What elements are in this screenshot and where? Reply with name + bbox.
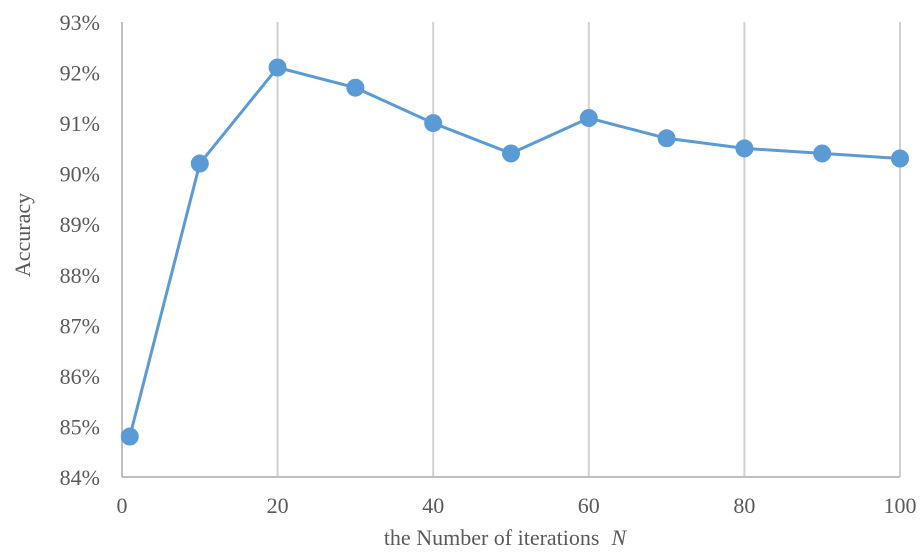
data-point	[346, 78, 365, 97]
data-point	[120, 427, 139, 446]
y-tick-label: 87%	[60, 313, 100, 338]
x-tick-label: 40	[422, 493, 444, 518]
y-tick-label: 91%	[60, 111, 100, 136]
series-line	[128, 66, 902, 439]
x-tick-labels: 0 20 40 60 80 100	[117, 493, 917, 518]
y-tick-label: 85%	[60, 414, 100, 439]
x-axis-title-variable: N	[610, 525, 627, 550]
data-point	[579, 109, 598, 128]
gridlines	[276, 22, 901, 477]
x-tick-label: 60	[578, 493, 600, 518]
data-point	[502, 144, 520, 163]
x-tick-label: 20	[267, 493, 289, 518]
data-point	[657, 129, 676, 148]
y-tick-label: 84%	[60, 465, 100, 490]
data-point	[891, 149, 909, 168]
x-tick-label: 100	[884, 493, 917, 518]
x-axis-title: the Number of iterations N	[384, 525, 628, 550]
data-point	[424, 114, 443, 133]
x-axis-title-text: the Number of iterations	[384, 525, 600, 550]
data-point	[268, 58, 287, 77]
y-axis-title: Accuracy	[10, 193, 35, 277]
y-tick-label: 89%	[60, 212, 100, 237]
x-tick-label: 0	[117, 493, 128, 518]
y-tick-labels: 84% 85% 86% 87% 88% 89% 90% 91% 92% 93%	[60, 10, 100, 490]
y-tick-label: 86%	[60, 364, 100, 389]
data-point	[813, 144, 832, 163]
axes	[121, 22, 900, 478]
data-point	[190, 154, 209, 173]
y-tick-label: 92%	[60, 61, 100, 86]
y-tick-label: 88%	[60, 263, 100, 288]
x-tick-label: 80	[733, 493, 755, 518]
data-point	[735, 139, 754, 158]
y-tick-label: 90%	[60, 162, 100, 187]
series	[120, 58, 909, 446]
y-tick-label: 93%	[60, 10, 100, 35]
